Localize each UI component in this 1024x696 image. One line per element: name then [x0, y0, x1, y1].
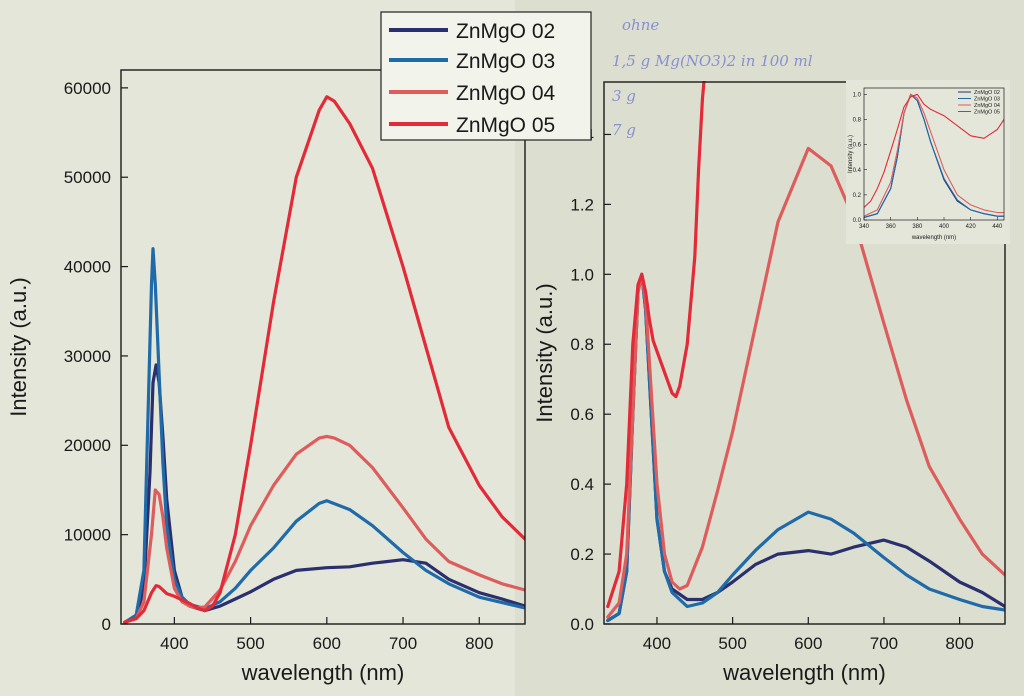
y-tick-label: 20000 — [64, 436, 111, 455]
x-tick-label: 440 — [992, 224, 1003, 230]
inset-legend-label: ZnMgO 03 — [974, 97, 1000, 103]
y-tick-label: 0.4 — [570, 475, 594, 494]
series-line-znmgo-05 — [864, 93, 1004, 208]
inset-legend-label: ZnMgO 05 — [974, 110, 1000, 116]
series-line-znmgo-02 — [123, 363, 525, 624]
series-line-znmgo-03 — [123, 247, 525, 624]
x-tick-label: 600 — [313, 634, 341, 653]
chart-left: 400 500 600 700 800 0 10000 20000 30000 40000 5000… — [6, 69, 526, 685]
y-axis-label: Intensity (a.u.) — [848, 135, 854, 173]
chart-right: 4005006007008000.00.20.40.60.81.01.21.4w… — [532, 81, 1006, 685]
series-line-znmgo-05 — [606, 81, 706, 609]
inset-legend-label: ZnMgO 02 — [974, 90, 1000, 96]
legend-label-03: ZnMgO 03 — [456, 50, 555, 73]
x-tick-label: 360 — [886, 224, 897, 230]
y-tick-label: 0.0 — [570, 615, 594, 634]
legend-frame — [380, 11, 592, 141]
plot-frame — [120, 69, 526, 625]
series-line-znmgo-03 — [864, 93, 1004, 219]
plot-frame — [863, 87, 1005, 221]
x-tick-label: 500 — [718, 634, 746, 653]
handwritten-notes: ohne 1,5 g Mg(NO3)2 in 100 ml 3 g 7 g — [612, 16, 813, 139]
y-tick-label: 1.0 — [853, 92, 862, 98]
y-axis-label: Intensity (a.u.) — [6, 277, 31, 416]
x-tick-label: 800 — [465, 634, 493, 653]
y-tick-label: 50000 — [64, 168, 111, 187]
y-tick-label: 0 — [102, 615, 111, 634]
x-tick-label: 380 — [912, 224, 923, 230]
legend-box: ZnMgO 02 ZnMgO 03 ZnMgO 04 ZnMgO 05 — [380, 11, 592, 141]
x-tick-label: 600 — [794, 634, 822, 653]
x-tick-label: 420 — [966, 224, 977, 230]
note-3g: 3 g — [612, 87, 636, 105]
y-tick-label: 0.6 — [853, 143, 862, 149]
note-mg-nitrate: 1,5 g Mg(NO3)2 in 100 ml — [612, 52, 813, 70]
y-tick-label: 40000 — [64, 258, 111, 277]
legend-label-05: ZnMgO 05 — [456, 114, 555, 137]
x-tick-label: 700 — [870, 634, 898, 653]
legend-label-04: ZnMgO 04 — [456, 82, 556, 105]
series-line-znmgo-05 — [123, 95, 525, 624]
series-line-znmgo-04 — [864, 93, 1004, 217]
x-tick-label: 400 — [160, 634, 188, 653]
y-tick-label: 0.2 — [570, 545, 594, 564]
y-axis-label: Intensity (a.u.) — [532, 283, 557, 422]
x-tick-label: 340 — [859, 224, 870, 230]
y-tick-label: 1.2 — [570, 195, 594, 214]
y-tick-label: 10000 — [64, 526, 111, 545]
note-ohne: ohne — [622, 16, 659, 34]
y-tick-label: 60000 — [64, 79, 111, 98]
y-tick-label: 0.6 — [570, 405, 594, 424]
x-axis-label: wavelength (nm) — [241, 660, 405, 685]
x-tick-label: 500 — [236, 634, 264, 653]
series-line-znmgo-04 — [123, 434, 525, 624]
y-tick-label: 30000 — [64, 347, 111, 366]
x-tick-label: 400 — [643, 634, 671, 653]
y-tick-label: 0.4 — [853, 168, 862, 174]
y-tick-label: 0.8 — [853, 118, 862, 124]
x-axis-label: wavelength (nm) — [722, 660, 886, 685]
x-tick-label: 700 — [389, 634, 417, 653]
plot-frame — [603, 81, 1006, 625]
x-tick-label: 800 — [945, 634, 973, 653]
legend-label-02: ZnMgO 02 — [456, 20, 555, 43]
inset-legend-label: ZnMgO 04 — [974, 103, 1000, 109]
x-tick-label: 400 — [939, 224, 950, 230]
y-tick-label: 0.0 — [853, 218, 862, 224]
note-7g: 7 g — [612, 121, 636, 139]
y-tick-label: 0.8 — [570, 335, 594, 354]
y-tick-label: 0.2 — [853, 193, 862, 199]
chart-inset: 340 360 380 400 420 440 0.0 0.2 0.4 0.6 0.8 1.0 wave… — [846, 80, 1010, 244]
y-tick-label: 1.0 — [570, 265, 594, 284]
x-axis-label: wavelength (nm) — [911, 235, 956, 241]
